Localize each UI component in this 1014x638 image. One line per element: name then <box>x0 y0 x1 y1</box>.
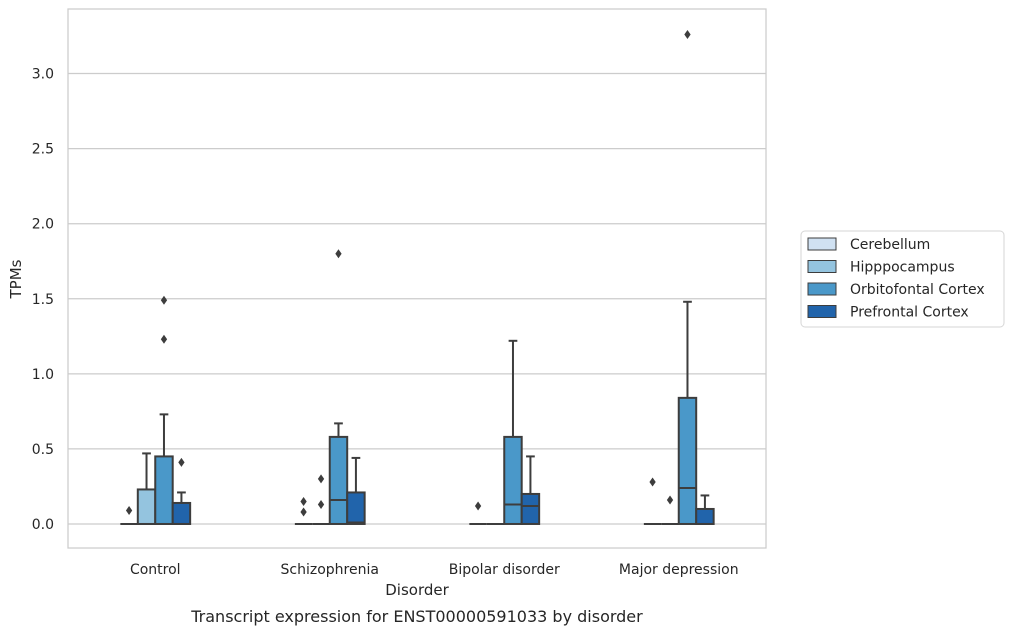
box-group <box>661 495 679 525</box>
legend-label: Hipppocampus <box>850 260 955 276</box>
outlier-point <box>317 499 325 509</box>
box-group <box>346 456 366 525</box>
box-group <box>136 452 157 525</box>
legend-label: Prefrontal Cortex <box>850 305 969 321</box>
plot-frame <box>67 8 767 549</box>
box <box>695 507 715 525</box>
box-group <box>154 295 174 525</box>
box-group <box>120 505 138 525</box>
series-orbitofontal-cortex <box>154 30 698 525</box>
outlier-point <box>178 457 185 467</box>
gridlines <box>68 72 766 525</box>
outlier-point <box>300 496 307 506</box>
box-group <box>294 496 313 525</box>
legend-swatch <box>807 305 837 318</box>
box-group <box>695 494 715 525</box>
y-tick-label: 2.0 <box>32 217 54 233</box>
box-series <box>120 30 715 525</box>
box <box>328 435 349 525</box>
y-tick-label: 0.0 <box>32 517 54 533</box>
outlier-point <box>160 295 168 305</box>
legend: Cerebellum Hipppocampus Orbitofontal Corte… <box>800 230 1005 328</box>
box-group <box>503 339 523 525</box>
series-hipppocampus <box>136 452 679 525</box>
box-group <box>520 455 541 525</box>
box <box>503 435 523 525</box>
y-tick-label: 0.5 <box>32 442 54 458</box>
y-tick-labels: 0.0 0.5 1.0 1.5 2.0 2.5 3.0 <box>32 67 54 533</box>
y-axis-label: TPMs <box>7 259 25 299</box>
x-axis-label: Disorder <box>385 581 449 599</box>
outlier-point <box>125 505 133 515</box>
outlier-point <box>160 334 168 344</box>
box <box>154 455 174 525</box>
outlier-point <box>474 501 482 511</box>
box-group <box>312 474 330 525</box>
legend-label: Cerebellum <box>850 237 930 253</box>
outlier-point <box>335 249 342 259</box>
box <box>677 396 698 525</box>
x-tick-label: Major depression <box>619 562 739 578</box>
outlier-point <box>317 474 325 484</box>
box-group <box>677 30 698 525</box>
box-group <box>171 457 192 525</box>
y-tick-label: 3.0 <box>32 67 54 83</box>
legend-swatch <box>807 282 837 296</box>
box-group <box>469 501 487 525</box>
x-tick-labels: Control Schizophrenia Bipolar disorder Majo… <box>130 562 739 578</box>
x-tick-label: Schizophrenia <box>281 562 379 578</box>
outlier-point <box>649 477 656 487</box>
legend-swatch <box>807 237 837 251</box>
series-prefrontal-cortex <box>171 455 715 525</box>
box <box>346 491 366 525</box>
outlier-point <box>666 495 674 505</box>
y-tick-label: 1.0 <box>32 367 54 383</box>
box-group <box>328 249 349 525</box>
y-tick-label: 2.5 <box>32 142 54 158</box>
x-tick-label: Bipolar disorder <box>449 562 560 578</box>
outlier-point <box>300 507 307 517</box>
box <box>171 501 192 525</box>
box-group <box>643 477 662 525</box>
series-cerebellum <box>120 477 662 525</box>
box <box>136 488 157 525</box>
y-tick-label: 1.5 <box>32 292 54 308</box>
chart-title: Transcript expression for ENST0000059103… <box>190 607 643 626</box>
outlier-point <box>684 30 691 40</box>
legend-frame <box>800 230 1005 328</box>
x-tick-label: Control <box>130 562 181 578</box>
box <box>520 492 541 525</box>
legend-swatch <box>807 260 837 273</box>
legend-label: Orbitofontal Cortex <box>850 282 985 298</box>
